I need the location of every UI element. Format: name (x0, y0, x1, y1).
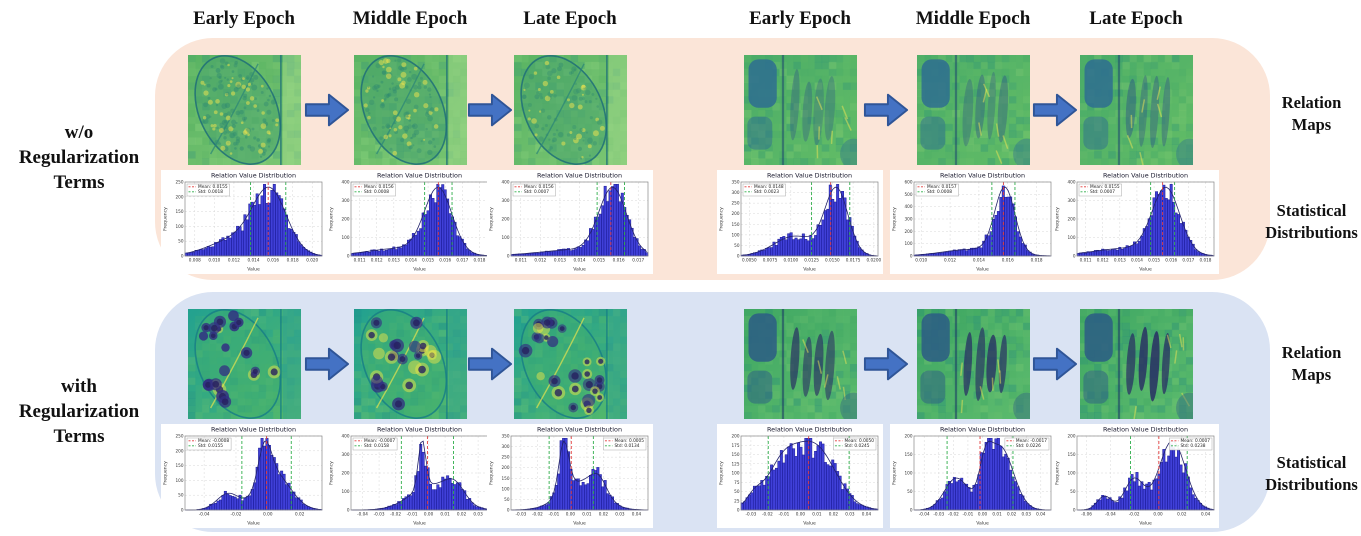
histogram-without-2-late (1053, 170, 1219, 274)
relation-map-without-1-middle (354, 55, 467, 165)
arrow-right-icon (1032, 93, 1078, 127)
histogram-without-1-middle (327, 170, 493, 274)
column-header-middle-2: Middle Epoch (915, 8, 1031, 29)
relation-map-with-1-late (514, 309, 627, 419)
column-header-late-1: Late Epoch (523, 8, 617, 29)
histogram-without-2-early (717, 170, 883, 274)
panel-with-regularization (155, 292, 1270, 532)
statistical-distributions-label-1: Statistical Distributions (1265, 201, 1358, 243)
histogram-with-2-late (1053, 424, 1219, 528)
arrow-right-icon (1032, 347, 1078, 381)
arrow-right-icon (467, 347, 513, 381)
histogram-without-2-middle (890, 170, 1056, 274)
relation-map-without-1-late (514, 55, 627, 165)
histogram-without-1-early (161, 170, 327, 274)
relation-map-with-2-late (1080, 309, 1193, 419)
histogram-without-1-late (487, 170, 653, 274)
arrow-right-icon (304, 93, 350, 127)
row-label-without-regularization: w/o Regularization Terms (18, 122, 140, 194)
relation-map-with-2-early (744, 309, 857, 419)
column-header-early-2: Early Epoch (749, 8, 851, 29)
relation-maps-label-1: Relation Maps (1281, 93, 1342, 135)
row-label-with-regularization: with Regularization Terms (18, 376, 140, 448)
relation-map-without-2-early (744, 55, 857, 165)
histogram-with-2-early (717, 424, 883, 528)
arrow-right-icon (304, 347, 350, 381)
column-header-middle-1: Middle Epoch (352, 8, 468, 29)
histogram-with-1-early (161, 424, 327, 528)
column-header-early-1: Early Epoch (193, 8, 295, 29)
arrow-right-icon (467, 93, 513, 127)
histogram-with-1-late (487, 424, 653, 528)
statistical-distributions-label-2: Statistical Distributions (1265, 453, 1358, 495)
relation-map-without-2-middle (917, 55, 1030, 165)
panel-without-regularization (155, 38, 1270, 280)
relation-maps-label-2: Relation Maps (1281, 343, 1342, 385)
arrow-right-icon (863, 93, 909, 127)
histogram-with-1-middle (327, 424, 493, 528)
column-header-late-2: Late Epoch (1089, 8, 1183, 29)
relation-map-with-1-early (188, 309, 301, 419)
relation-map-with-1-middle (354, 309, 467, 419)
arrow-right-icon (863, 347, 909, 381)
relation-map-without-2-late (1080, 55, 1193, 165)
relation-map-without-1-early (188, 55, 301, 165)
relation-map-with-2-middle (917, 309, 1030, 419)
histogram-with-2-middle (890, 424, 1056, 528)
